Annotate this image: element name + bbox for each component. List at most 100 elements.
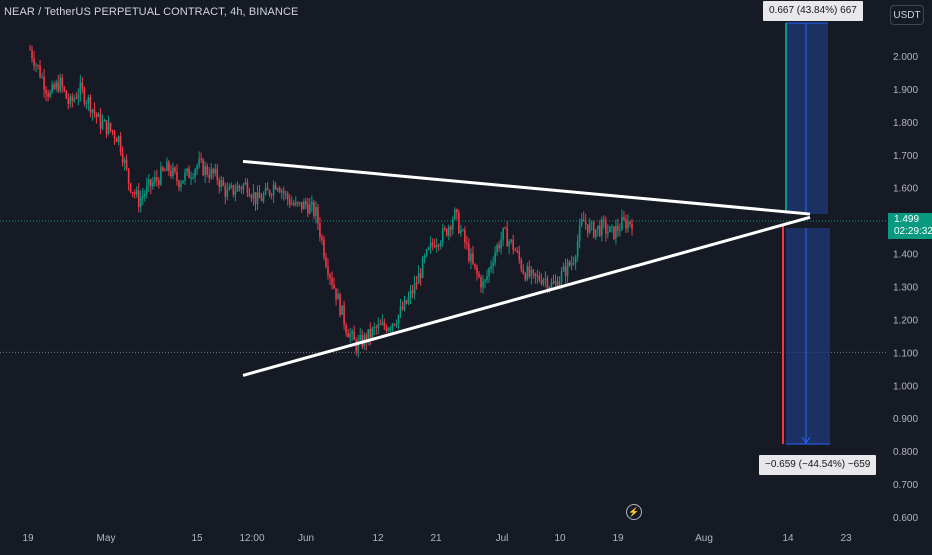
- candle-body: [429, 242, 432, 248]
- candle-body: [313, 202, 315, 217]
- lightning-icon[interactable]: ⚡: [626, 504, 642, 520]
- candle-body: [349, 333, 351, 338]
- time-tick-label: 23: [840, 533, 852, 544]
- candle-body: [460, 230, 462, 234]
- candle-body: [343, 305, 345, 325]
- candle-body: [252, 192, 255, 199]
- candle-body: [162, 167, 164, 171]
- candle-body: [139, 197, 142, 207]
- candle-body: [449, 226, 452, 230]
- candle-body: [536, 275, 539, 277]
- candle-body: [147, 179, 150, 186]
- candle-body: [516, 251, 519, 253]
- price-tick-label: 1.300: [893, 283, 918, 294]
- candle-body: [524, 273, 527, 280]
- candle-body: [452, 219, 454, 230]
- candle-body: [305, 201, 307, 205]
- candle-body: [268, 190, 271, 195]
- candle-body: [311, 202, 313, 205]
- candle-body: [79, 82, 82, 95]
- candle-body: [83, 88, 86, 104]
- candle-body: [91, 109, 94, 113]
- candle-body: [391, 323, 394, 329]
- time-tick-label: Aug: [695, 533, 713, 544]
- candle-body: [413, 283, 416, 294]
- candle-body: [51, 84, 53, 93]
- candle-body: [59, 77, 62, 92]
- candle-body: [518, 251, 521, 260]
- candle-body: [594, 229, 597, 238]
- candle-body: [71, 96, 74, 101]
- candle-body: [530, 269, 533, 277]
- candle-body: [447, 226, 450, 236]
- time-tick-label: 14: [782, 533, 794, 544]
- price-tick-label: 1.600: [893, 184, 918, 195]
- candle-body: [615, 225, 617, 239]
- currency-button[interactable]: USDT: [890, 5, 924, 25]
- candle-body: [576, 241, 579, 257]
- candle-body: [307, 204, 309, 214]
- candle-body: [168, 161, 170, 171]
- candle-body: [433, 244, 436, 248]
- time-tick-label: Jul: [496, 533, 509, 544]
- candle-body: [280, 190, 283, 193]
- candle-body: [272, 184, 275, 196]
- candle-body: [568, 261, 571, 266]
- candle-body: [47, 93, 49, 97]
- candle-body: [172, 167, 174, 177]
- candle-body: [294, 202, 297, 205]
- candle-body: [99, 114, 102, 129]
- candle-body: [566, 261, 569, 277]
- trendlines: [242, 159, 811, 377]
- candle-body: [103, 120, 106, 122]
- candle-body: [262, 194, 265, 201]
- candle-body: [105, 120, 108, 134]
- grid: [0, 220, 888, 353]
- time-tick-label: 12:00: [239, 533, 264, 544]
- candle-body: [234, 191, 237, 195]
- candle-body: [292, 203, 295, 205]
- candle-body: [87, 97, 90, 104]
- candle-body: [270, 194, 273, 196]
- candle-body: [504, 227, 506, 229]
- lower-trendline: [242, 215, 811, 377]
- candle-body: [170, 170, 172, 177]
- candle-body: [230, 185, 233, 188]
- candle-body: [188, 168, 190, 178]
- candle-body: [204, 165, 206, 176]
- candle-body: [89, 97, 92, 113]
- candle-body: [81, 82, 84, 89]
- candle-body: [564, 266, 567, 277]
- candle-body: [359, 335, 361, 340]
- candle-body: [329, 274, 331, 278]
- candle-body: [53, 84, 55, 89]
- candle-body: [512, 239, 515, 250]
- candle-body: [502, 227, 504, 240]
- candle-body: [570, 262, 573, 266]
- candle-body: [353, 331, 355, 341]
- candle-body: [337, 294, 339, 300]
- candle-body: [174, 167, 176, 172]
- candle-body: [548, 287, 551, 289]
- price-tick-label: 1.100: [893, 348, 918, 359]
- candle-body: [55, 82, 57, 89]
- candle-body: [164, 170, 166, 172]
- candle-body: [166, 161, 168, 171]
- candle-body: [617, 225, 619, 231]
- candle-body: [367, 329, 370, 343]
- candle-body: [67, 98, 70, 104]
- candle-body: [550, 282, 553, 288]
- candle-body: [176, 171, 178, 182]
- candle-body: [514, 249, 517, 252]
- candle-body: [425, 249, 428, 256]
- candle-body: [250, 196, 253, 199]
- candle-body: [178, 181, 180, 188]
- candle-body: [214, 168, 217, 174]
- candle-body: [335, 288, 337, 300]
- candle-body: [607, 232, 609, 234]
- candle-body: [264, 187, 267, 195]
- candle-body: [631, 223, 633, 230]
- candle-body: [115, 138, 118, 143]
